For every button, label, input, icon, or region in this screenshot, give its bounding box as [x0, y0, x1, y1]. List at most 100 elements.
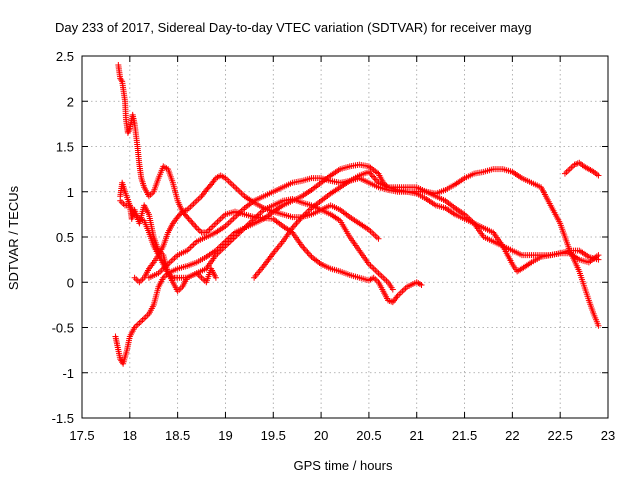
data-point: [380, 274, 387, 281]
data-point: [190, 200, 197, 207]
data-point: [296, 217, 303, 224]
data-point: [372, 232, 379, 239]
data-point: [370, 173, 377, 180]
data-point: [225, 178, 232, 185]
y-axis-ticks: -1.5 -1 -0.5 0 0.5 1 1.5 2 2.5: [52, 49, 608, 426]
data-point: [238, 190, 245, 197]
data-point: [189, 220, 196, 227]
data-point: [301, 246, 308, 253]
data-point: [219, 246, 226, 253]
y-axis-label: SDTVAR / TECUs: [6, 185, 21, 290]
series-trace-b: [112, 161, 602, 367]
data-point: [217, 247, 224, 254]
data-point: [211, 221, 218, 228]
y-tick-label: 1.5: [56, 140, 74, 155]
data-point: [209, 223, 216, 230]
data-point: [198, 274, 205, 281]
data-point: [168, 258, 175, 265]
data-point: [306, 206, 313, 213]
x-tick-label: 23: [601, 428, 615, 443]
data-point: [304, 249, 311, 256]
data-point: [118, 199, 125, 206]
data-point: [563, 169, 570, 176]
data-point: [222, 243, 229, 250]
data-point: [118, 76, 125, 83]
data-point: [389, 286, 396, 293]
data-point: [208, 224, 215, 231]
data-point: [230, 215, 237, 222]
data-point: [228, 237, 235, 244]
data-point: [133, 276, 140, 283]
series-trace-c: [131, 172, 382, 286]
x-tick-label: 22.5: [548, 428, 573, 443]
data-point: [196, 273, 203, 280]
data-point: [195, 196, 202, 203]
data-point: [131, 274, 138, 281]
data-point: [228, 181, 235, 188]
data-point: [400, 286, 407, 293]
data-point: [142, 313, 149, 320]
data-point: [141, 315, 148, 322]
x-tick-label: 18: [123, 428, 137, 443]
data-point: [375, 270, 382, 277]
series-trace-g: [561, 159, 602, 179]
data-point: [191, 221, 198, 228]
data-point: [369, 264, 376, 271]
data-point: [188, 218, 195, 225]
data-point: [370, 265, 377, 272]
series-trace-a: [115, 62, 425, 306]
x-tick-label: 17.5: [69, 428, 94, 443]
data-point: [372, 276, 379, 283]
data-point: [373, 268, 380, 275]
data-point: [227, 179, 234, 186]
data-point: [219, 214, 226, 221]
data-point: [232, 234, 239, 240]
data-point: [232, 184, 239, 191]
data-point: [136, 279, 143, 286]
data-point: [228, 217, 235, 224]
data-points: [112, 62, 602, 367]
data-point: [193, 224, 200, 231]
data-point: [396, 291, 403, 298]
data-point: [136, 319, 143, 326]
data-point: [186, 217, 193, 224]
data-point: [227, 218, 234, 225]
data-point: [171, 255, 178, 262]
data-point: [192, 223, 199, 230]
data-point: [373, 234, 380, 241]
x-tick-label: 20.5: [356, 428, 381, 443]
data-point: [137, 318, 144, 325]
data-point: [190, 241, 197, 248]
data-point: [378, 273, 385, 280]
data-point: [233, 185, 240, 192]
data-point: [566, 166, 573, 173]
data-point: [255, 211, 262, 218]
data-point: [212, 274, 219, 281]
data-point: [399, 288, 406, 295]
data-point: [225, 240, 232, 247]
y-tick-label: -1: [62, 366, 74, 381]
x-tick-label: 21.5: [452, 428, 477, 443]
data-point: [370, 231, 377, 238]
data-point: [227, 238, 234, 245]
data-point: [418, 281, 425, 288]
data-point: [369, 229, 376, 236]
data-point: [236, 188, 243, 195]
data-point: [134, 321, 141, 328]
data-point: [565, 167, 572, 174]
data-point: [230, 182, 237, 189]
data-point: [187, 244, 194, 251]
y-tick-label: 1: [67, 185, 74, 200]
y-tick-label: -0.5: [52, 321, 74, 336]
y-tick-label: 0.5: [56, 230, 74, 245]
x-tick-label: 19: [218, 428, 232, 443]
chart-title: Day 233 of 2017, Sidereal Day-to-day VTE…: [55, 20, 532, 35]
data-point: [183, 212, 190, 219]
plot-frame: [81, 55, 609, 419]
data-point: [193, 197, 200, 204]
data-point: [375, 235, 382, 242]
data-point: [372, 267, 379, 274]
data-point: [381, 276, 388, 283]
data-point: [200, 276, 207, 283]
